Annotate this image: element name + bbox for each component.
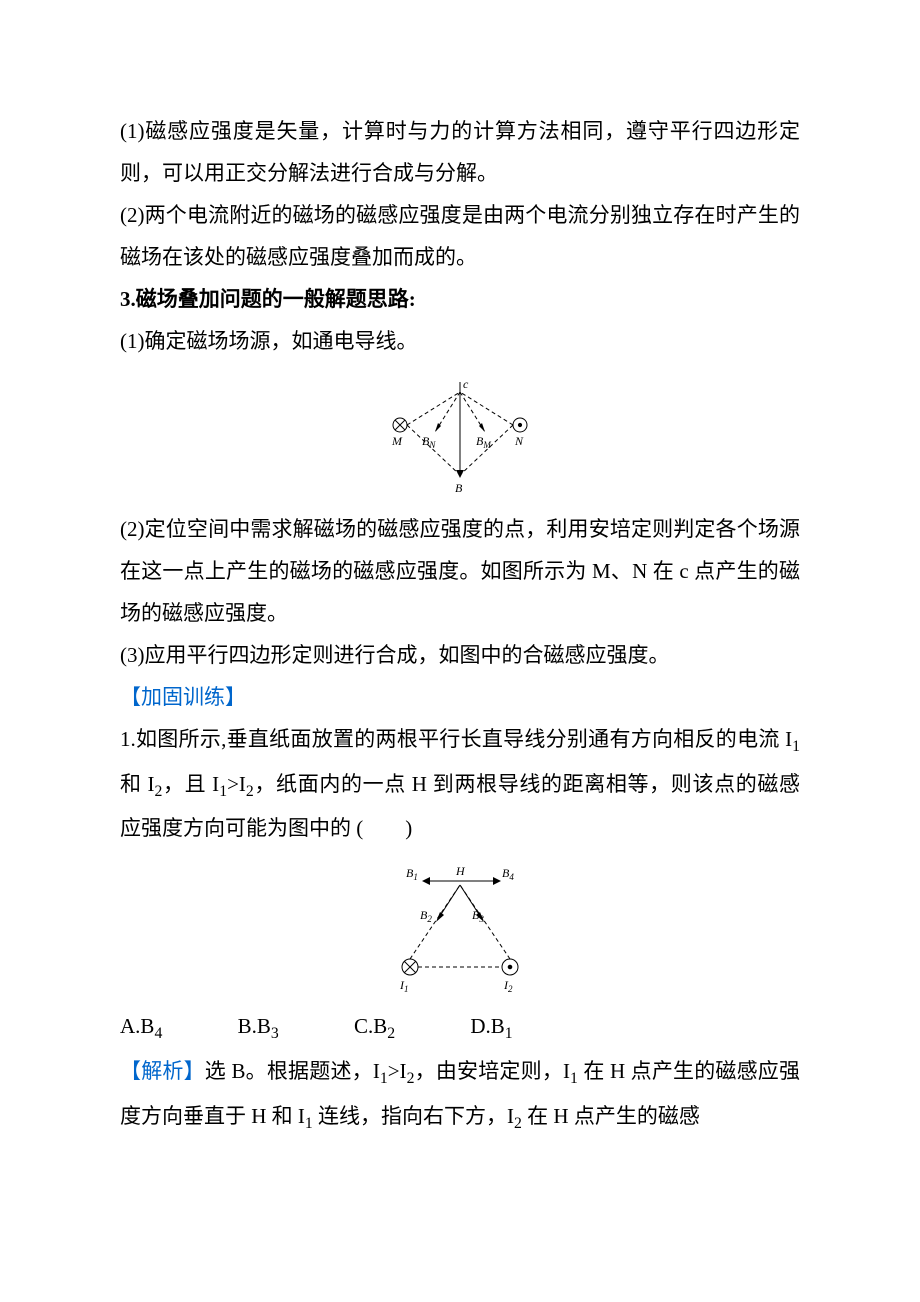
option-C: C.B2 (354, 1005, 395, 1050)
fig1-label-N: N (514, 434, 524, 448)
ans-a: 选 B。根据题述，I (205, 1059, 380, 1083)
fig1-label-BM: BM (476, 434, 491, 450)
q1-sub-1a: 1 (792, 738, 800, 755)
fig2-label-B1: B1 (406, 866, 418, 882)
figure-1: M N c BN BM B (380, 370, 540, 500)
option-D: D.B1 (470, 1005, 512, 1050)
ans-sub-1b: 1 (570, 1070, 578, 1087)
fig1-label-M: M (391, 434, 403, 448)
ans-sub-1c: 1 (305, 1115, 313, 1132)
options-row: A.B4 B.B3 C.B2 D.B1 (120, 1005, 800, 1050)
ans-f: 在 H 点产生的磁感 (522, 1104, 700, 1128)
fig2-label-B4: B4 (502, 866, 514, 882)
ans-e: 连线，指向右下方，I (313, 1104, 514, 1128)
figure-2: H B1 B4 B2 B3 I1 I2 (370, 857, 550, 997)
fig1-label-BN: BN (422, 434, 436, 450)
fig2-label-B3: B3 (472, 908, 484, 924)
option-A: A.B4 (120, 1005, 162, 1050)
q1-text-d: >I (227, 772, 246, 796)
answer-paragraph: 【解析】选 B。根据题述，I1>I2，由安培定则，I1 在 H 点产生的磁感应强… (120, 1050, 800, 1139)
ans-c: ，由安培定则，I (414, 1059, 570, 1083)
paragraph-1: (1)磁感应强度是矢量，计算时与力的计算方法相同，遵守平行四边形定则，可以用正交… (120, 110, 800, 194)
q1-sub-1b: 1 (219, 783, 227, 800)
fig2-label-B2: B2 (420, 908, 432, 924)
option-B: B.B3 (238, 1005, 279, 1050)
fig1-label-c: c (463, 377, 469, 391)
training-label: 【加固训练】 (120, 676, 800, 718)
ans-b: >I (388, 1059, 407, 1083)
ans-sub-1a: 1 (380, 1070, 388, 1087)
q1-text-b: 和 I (120, 772, 155, 796)
answer-label: 【解析】 (120, 1059, 205, 1083)
heading-3: 3.磁场叠加问题的一般解题思路: (120, 278, 800, 320)
paragraph-3-1: (1)确定磁场场源，如通电导线。 (120, 320, 800, 362)
fig2-label-I1: I1 (399, 978, 409, 994)
paragraph-3-3: (3)应用平行四边形定则进行合成，如图中的合磁感应强度。 (120, 634, 800, 676)
fig2-label-H: H (455, 864, 466, 878)
paragraph-2: (2)两个电流附近的磁场的磁感应强度是由两个电流分别独立存在时产生的磁场在该处的… (120, 194, 800, 278)
document-page: (1)磁感应强度是矢量，计算时与力的计算方法相同，遵守平行四边形定则，可以用正交… (0, 0, 920, 1302)
fig2-label-I2: I2 (503, 978, 513, 994)
ans-sub-2b: 2 (514, 1115, 522, 1132)
paragraph-3-2: (2)定位空间中需求解磁场的磁感应强度的点，利用安培定则判定各个场源在这一点上产… (120, 508, 800, 634)
q1-text-a: 1.如图所示,垂直纸面放置的两根平行长直导线分别通有方向相反的电流 I (120, 727, 792, 751)
q1-text-c: ，且 I (162, 772, 219, 796)
question-1: 1.如图所示,垂直纸面放置的两根平行长直导线分别通有方向相反的电流 I1和 I2… (120, 718, 800, 849)
q1-sub-2b: 2 (246, 783, 254, 800)
fig1-label-B: B (455, 481, 463, 495)
